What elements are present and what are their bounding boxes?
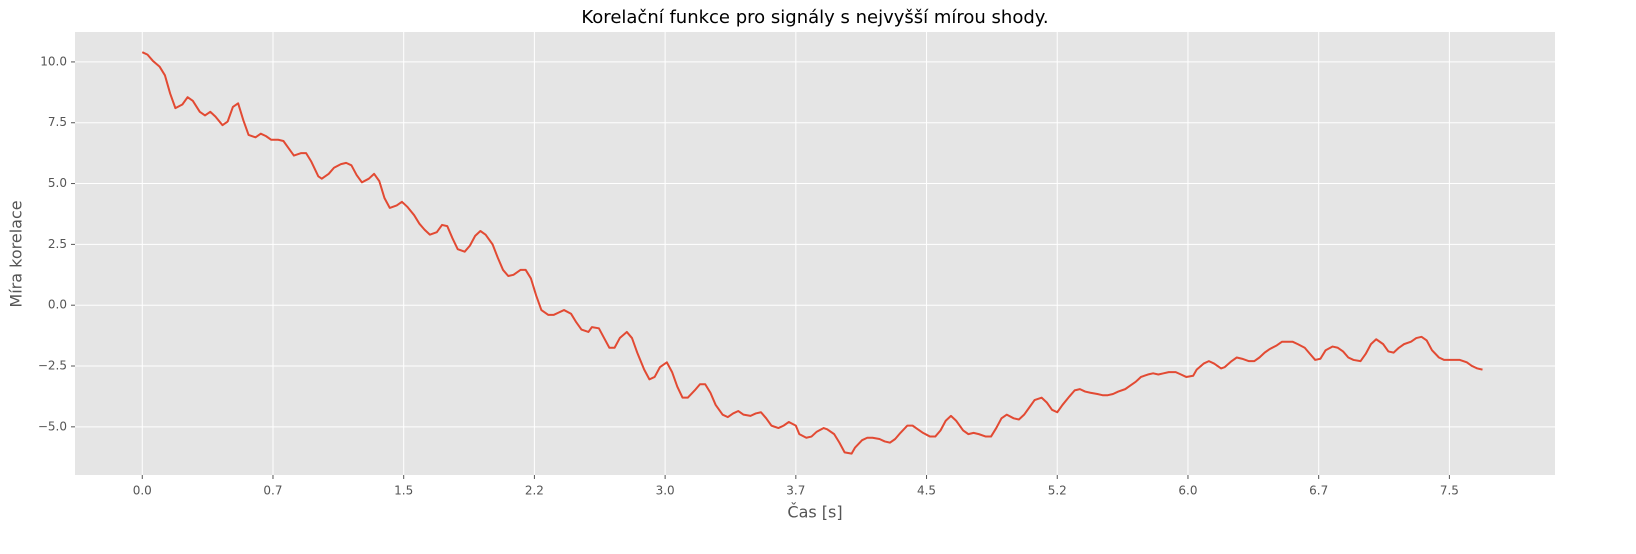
- x-axis-label: Čas [s]: [787, 503, 842, 522]
- x-tick-label: 6.7: [1309, 484, 1328, 498]
- y-axis-label: Míra korelace: [7, 200, 26, 307]
- y-tick-label: 5.0: [48, 176, 67, 190]
- x-tick-label: 5.2: [1048, 484, 1067, 498]
- x-tick-label: 3.0: [656, 484, 675, 498]
- x-tick-label: 7.5: [1440, 484, 1459, 498]
- y-tick-label: 2.5: [48, 237, 67, 251]
- x-tick-label: 4.5: [917, 484, 936, 498]
- y-tick-label: −2.5: [38, 359, 67, 373]
- y-tick-label: −5.0: [38, 419, 67, 433]
- x-tick-label: 0.7: [263, 484, 282, 498]
- x-tick-label: 2.2: [525, 484, 544, 498]
- x-tick-label: 0.0: [133, 484, 152, 498]
- data-line: [141, 51, 1483, 455]
- chart-title: Korelační funkce pro signály s nejvyšší …: [581, 7, 1048, 28]
- plot-area: [75, 32, 1555, 475]
- x-tick-label: 1.5: [394, 484, 413, 498]
- y-tick-label: 10.0: [40, 54, 67, 68]
- y-tick-label: 0.0: [48, 298, 67, 312]
- x-tick-label: 6.0: [1178, 484, 1197, 498]
- x-tick-label: 3.7: [786, 484, 805, 498]
- y-tick-label: 7.5: [48, 115, 67, 129]
